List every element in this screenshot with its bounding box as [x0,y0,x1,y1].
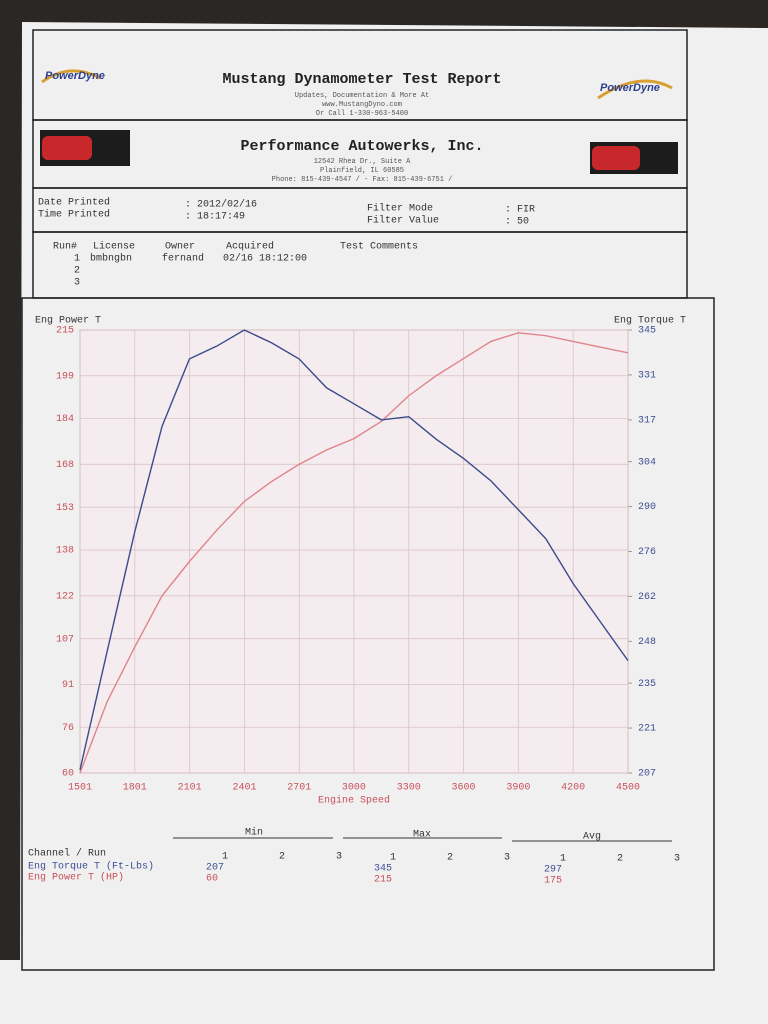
y-tick-label: 215 [56,326,74,337]
y-tick-label: 199 [56,371,74,382]
y-tick-label: 122 [56,591,74,602]
logo: PowerDyne [600,82,660,94]
axis-title: Eng Torque T [614,316,686,327]
y-tick-label: 168 [56,460,74,471]
runs-header: Run# [53,242,77,253]
y2-tick-label: 207 [638,769,656,780]
summary-value: 345 [374,864,392,875]
run-label: 2 [617,854,623,865]
runs-cell: 02/16 18:12:00 [223,253,307,265]
shop-name: Performance Autowerks, Inc. [240,138,483,155]
logo-swoosh [41,69,101,84]
y2-tick-label: 331 [638,371,656,382]
logo-swoosh [597,79,673,100]
x-tick-label: 1801 [123,783,147,794]
run-label: 3 [336,852,342,863]
runs-header: Test Comments [340,242,418,253]
runs-cell: 2 [74,266,80,277]
x-axis-title: Engine Speed [318,795,390,807]
shop-logo-car [592,146,640,170]
summary-value: 60 [206,874,218,885]
report-title: Mustang Dynamometer Test Report [222,71,501,88]
axis-title: Eng Power T [35,316,101,327]
run-label: 1 [390,853,396,864]
info-label: Time Printed [38,209,110,221]
row-name: Eng Torque T (Ft-Lbs) [28,861,154,873]
info-label: Date Printed [38,197,110,209]
runs-cell: 3 [74,278,80,289]
summary-value: 215 [374,875,392,886]
x-tick-label: 1501 [68,783,92,794]
y2-tick-label: 276 [638,547,656,558]
run-label: 3 [504,853,510,864]
run-label: 1 [222,852,228,863]
chart-box [21,297,715,971]
info-value: : 2012/02/16 [185,199,257,211]
summary-value: 175 [544,876,562,887]
info-label: Filter Value [367,215,439,227]
run-label: 3 [674,854,680,865]
runs-header: License [93,241,135,253]
shop-line: Plainfield, IL 60585 [320,167,404,175]
x-tick-label: 3600 [452,783,476,794]
x-tick-label: 4200 [561,783,585,794]
run-label: 2 [447,853,453,864]
group-header: Min [245,827,263,839]
y-tick-label: 184 [56,414,74,425]
info-value: : FIR [505,205,535,216]
group-header: Max [413,830,431,841]
run-label: 2 [279,852,285,863]
runs-cell: 1 [74,254,80,265]
x-tick-label: 3300 [397,783,421,794]
runs-cell: fernand [162,253,204,265]
shop-line: Phone: 815-439-4547 / - Fax: 815-439-675… [272,176,453,184]
info-value: : 50 [505,217,529,228]
y2-tick-label: 248 [638,637,656,648]
y2-tick-label: 262 [638,592,656,603]
series-line [79,329,629,770]
y2-tick-label: 290 [638,502,656,513]
header-line: www.MustangDyno.com [322,101,402,109]
y2-tick-label: 235 [638,679,656,690]
y-tick-label: 60 [62,769,74,780]
group-header: Avg [583,832,601,843]
runs-header: Owner [165,242,195,253]
x-tick-label: 2701 [287,783,311,794]
y-tick-label: 153 [56,503,74,514]
summary-value: 207 [206,863,224,874]
logo: PowerDyne [45,70,105,82]
shop-logo-car [42,136,92,160]
y2-tick-label: 304 [638,457,656,468]
info-label: Filter Mode [367,203,433,215]
info-value: : 18:17:49 [185,212,245,223]
y-tick-label: 91 [62,680,74,691]
row-name: Eng Power T (HP) [28,872,124,884]
y2-tick-label: 221 [638,724,656,735]
x-tick-label: 2401 [232,783,256,794]
series-line [79,332,629,774]
summary-value: 297 [544,865,562,876]
runs-cell: bmbngbn [90,253,132,265]
x-tick-label: 4500 [616,783,640,794]
channel-header: Channel / Run [28,848,106,860]
y-tick-label: 138 [56,546,74,557]
header-line: Or Call 1-330-963-5400 [316,110,408,118]
run-label: 1 [560,854,566,865]
x-tick-label: 3000 [342,783,366,794]
y-tick-label: 107 [56,634,74,645]
y2-tick-label: 317 [638,416,656,427]
shop-line: 12542 Rhea Dr., Suite A [314,158,411,166]
runs-header: Acquired [226,241,274,253]
header-line: Updates, Documentation & More At [295,92,429,100]
y2-tick-label: 345 [638,326,656,337]
x-tick-label: 3900 [506,783,530,794]
y-tick-label: 76 [62,723,74,734]
x-tick-label: 2101 [178,783,202,794]
